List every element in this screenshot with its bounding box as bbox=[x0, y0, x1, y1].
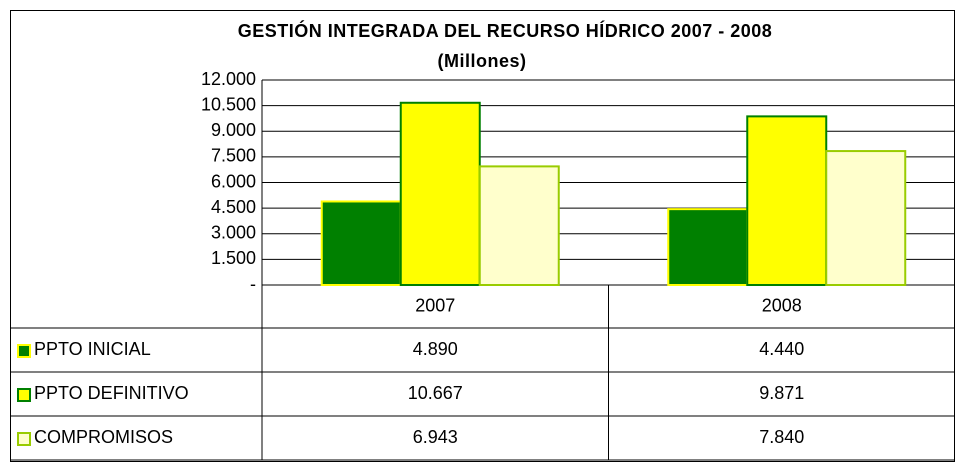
y-tick-label: 4.500 bbox=[211, 197, 256, 217]
legend-key bbox=[17, 388, 31, 402]
legend-label: PPTO INICIAL bbox=[34, 339, 151, 359]
y-tick-label: 10.500 bbox=[201, 94, 256, 114]
table-value: 6.943 bbox=[413, 427, 458, 447]
y-tick-label: 9.000 bbox=[211, 120, 256, 140]
table-value: 9.871 bbox=[759, 383, 804, 403]
chart-title: GESTIÓN INTEGRADA DEL RECURSO HÍDRICO 20… bbox=[238, 20, 773, 41]
y-tick-label: 12.000 bbox=[201, 69, 256, 89]
legend-label: PPTO DEFINITIVO bbox=[34, 383, 189, 403]
bar bbox=[825, 150, 907, 286]
y-tick-label: 7.500 bbox=[211, 146, 256, 166]
bar bbox=[667, 208, 749, 286]
table-value: 7.840 bbox=[759, 427, 804, 447]
y-tick-label: 1.500 bbox=[211, 248, 256, 268]
table-value: 4.440 bbox=[759, 339, 804, 359]
chart-subtitle: (Millones) bbox=[438, 51, 527, 71]
bar bbox=[399, 101, 481, 287]
table-value: 4.890 bbox=[413, 339, 458, 359]
table-value: 10.667 bbox=[408, 383, 463, 403]
x-tick-label: 2008 bbox=[762, 295, 802, 315]
y-tick-label: 6.000 bbox=[211, 171, 256, 191]
legend-key bbox=[17, 344, 31, 358]
bar bbox=[320, 200, 402, 286]
legend-label: COMPROMISOS bbox=[34, 427, 173, 447]
y-tick-label: - bbox=[250, 274, 256, 294]
legend-key bbox=[17, 432, 31, 446]
bar bbox=[746, 115, 828, 286]
y-tick-label: 3.000 bbox=[211, 223, 256, 243]
bar bbox=[478, 165, 560, 286]
x-tick-label: 2007 bbox=[415, 295, 455, 315]
